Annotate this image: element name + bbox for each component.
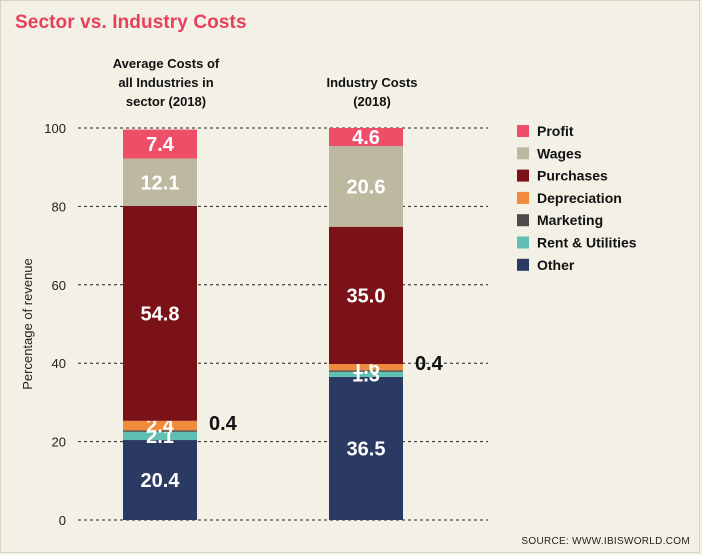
legend-swatch (517, 191, 529, 204)
category-label: all Industries in (118, 75, 213, 90)
data-label: 7.4 (146, 134, 175, 156)
bar-segment (329, 363, 403, 371)
category-label: Industry Costs (326, 75, 417, 90)
legend-swatch (517, 258, 529, 271)
bar-segment (329, 371, 403, 377)
y-tick-label: 100 (44, 121, 66, 136)
legend-label: Depreciation (537, 190, 622, 206)
bar-segment (123, 420, 197, 431)
bar-segment (123, 431, 197, 441)
bar-segment (329, 376, 403, 520)
y-tick-label: 40 (52, 356, 66, 371)
legend-swatch (517, 147, 529, 160)
legend-label: Rent & Utilities (537, 235, 637, 251)
data-label: 35.0 (347, 285, 386, 307)
bar-segment (329, 226, 403, 364)
chart-title: Sector vs. Industry Costs (15, 12, 247, 33)
bar-segment (329, 128, 403, 147)
category-label: (2018) (353, 94, 391, 109)
bar-segment (123, 158, 197, 207)
category-label: Average Costs of (113, 56, 220, 71)
legend-label: Marketing (537, 212, 603, 228)
data-label: 20.4 (141, 470, 181, 492)
y-tick-label: 80 (52, 199, 66, 214)
data-label: 54.8 (141, 303, 180, 325)
legend-swatch (517, 169, 529, 182)
legend-swatch (517, 214, 529, 227)
source-note: SOURCE: WWW.IBISWORLD.COM (521, 536, 690, 547)
y-tick-label: 20 (52, 435, 66, 450)
legend-label: Other (537, 257, 575, 273)
y-tick-label: 60 (52, 278, 66, 293)
legend-label: Wages (537, 145, 582, 161)
data-label-outside: 0.4 (209, 413, 238, 435)
bar-segment (123, 206, 197, 421)
data-label: 12.1 (141, 172, 180, 194)
data-label: 36.5 (347, 438, 386, 460)
y-axis-label: Percentage of revenue (20, 258, 35, 390)
data-label: 20.6 (347, 176, 386, 198)
legend-label: Purchases (537, 168, 608, 184)
data-label: 2.4 (146, 416, 175, 438)
bar-segment (123, 440, 197, 520)
bar-segment (329, 146, 403, 227)
legend-swatch (517, 236, 529, 249)
data-label-outside: 0.4 (415, 353, 444, 375)
bar-segment (329, 370, 403, 372)
legend-swatch (517, 125, 529, 137)
data-label: 4.6 (352, 127, 380, 149)
category-label: sector (2018) (126, 94, 206, 109)
bar-segment (123, 129, 197, 159)
y-tick-label: 0 (59, 513, 66, 528)
bar-segment (123, 430, 197, 432)
legend-label: Profit (537, 123, 574, 139)
